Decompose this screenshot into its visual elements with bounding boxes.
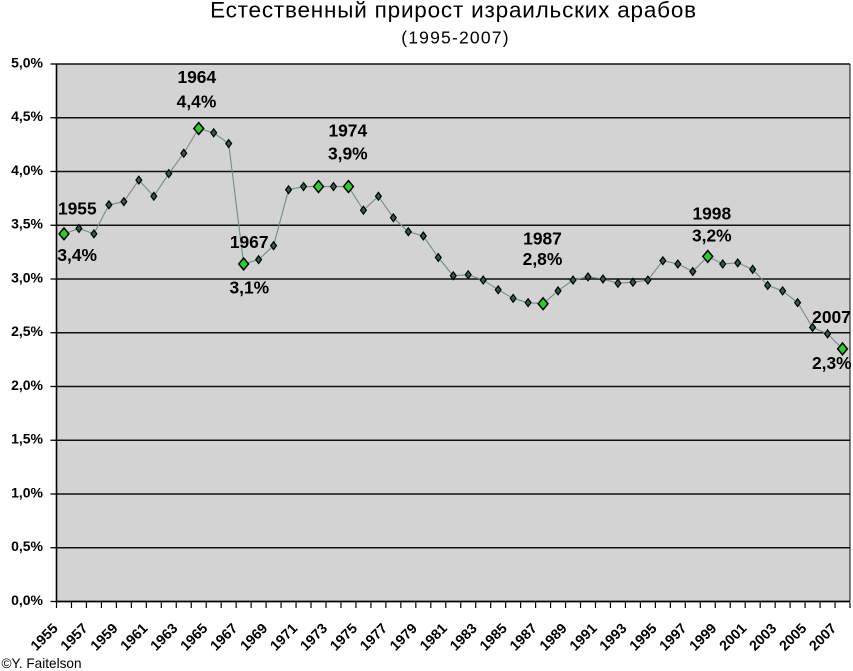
svg-text:3,0%: 3,0% bbox=[11, 269, 43, 285]
svg-text:1987: 1987 bbox=[507, 621, 541, 655]
svg-text:1997: 1997 bbox=[657, 621, 691, 655]
svg-text:1983: 1983 bbox=[447, 621, 481, 655]
svg-text:1989: 1989 bbox=[537, 621, 571, 655]
svg-text:Естественный прирост израильск: Естественный прирост израильских арабов bbox=[210, 0, 697, 23]
svg-text:1975: 1975 bbox=[327, 621, 361, 655]
svg-text:1955: 1955 bbox=[28, 621, 62, 655]
svg-text:1955: 1955 bbox=[58, 199, 97, 219]
svg-text:2007: 2007 bbox=[806, 621, 840, 655]
svg-text:1963: 1963 bbox=[148, 621, 182, 655]
svg-text:(1995-2007): (1995-2007) bbox=[401, 28, 510, 48]
svg-text:1965: 1965 bbox=[178, 621, 212, 655]
svg-text:1967: 1967 bbox=[207, 621, 241, 655]
svg-text:1987: 1987 bbox=[523, 229, 562, 249]
svg-text:1979: 1979 bbox=[387, 621, 421, 655]
svg-text:2005: 2005 bbox=[776, 621, 810, 655]
svg-text:1959: 1959 bbox=[88, 621, 122, 655]
svg-text:3,4%: 3,4% bbox=[57, 245, 97, 265]
svg-text:3,2%: 3,2% bbox=[692, 226, 732, 246]
svg-text:1961: 1961 bbox=[118, 621, 152, 655]
svg-text:1,5%: 1,5% bbox=[11, 431, 43, 447]
svg-text:2,5%: 2,5% bbox=[11, 323, 43, 339]
svg-text:2001: 2001 bbox=[717, 621, 751, 655]
svg-text:2,0%: 2,0% bbox=[11, 377, 43, 393]
svg-text:1977: 1977 bbox=[357, 621, 391, 655]
svg-text:2007: 2007 bbox=[812, 307, 851, 327]
svg-text:3,5%: 3,5% bbox=[11, 216, 43, 232]
svg-text:1,0%: 1,0% bbox=[11, 484, 43, 500]
svg-text:3,9%: 3,9% bbox=[328, 143, 368, 163]
svg-text:2,3%: 2,3% bbox=[812, 353, 852, 373]
svg-text:1998: 1998 bbox=[692, 203, 731, 223]
svg-text:0,0%: 0,0% bbox=[11, 592, 43, 608]
svg-text:1969: 1969 bbox=[237, 621, 271, 655]
svg-text:1991: 1991 bbox=[567, 621, 601, 655]
svg-text:1995: 1995 bbox=[627, 621, 661, 655]
svg-text:3,1%: 3,1% bbox=[229, 278, 269, 298]
svg-text:1993: 1993 bbox=[597, 621, 631, 655]
svg-text:0,5%: 0,5% bbox=[11, 538, 43, 554]
svg-text:1985: 1985 bbox=[477, 621, 511, 655]
svg-text:1957: 1957 bbox=[58, 621, 92, 655]
svg-text:5,0%: 5,0% bbox=[11, 54, 43, 70]
svg-text:1967: 1967 bbox=[230, 232, 269, 252]
svg-text:2003: 2003 bbox=[746, 621, 780, 655]
svg-text:4,4%: 4,4% bbox=[177, 92, 217, 112]
svg-text:2,8%: 2,8% bbox=[523, 249, 563, 269]
svg-text:1999: 1999 bbox=[687, 621, 721, 655]
svg-text:©Y. Faitelson: ©Y. Faitelson bbox=[2, 656, 82, 671]
svg-text:1971: 1971 bbox=[267, 621, 301, 655]
svg-text:4,0%: 4,0% bbox=[11, 162, 43, 178]
svg-text:4,5%: 4,5% bbox=[11, 108, 43, 124]
svg-text:1973: 1973 bbox=[297, 621, 331, 655]
svg-text:1964: 1964 bbox=[177, 67, 216, 87]
svg-text:1981: 1981 bbox=[417, 621, 451, 655]
svg-text:1974: 1974 bbox=[328, 121, 367, 141]
